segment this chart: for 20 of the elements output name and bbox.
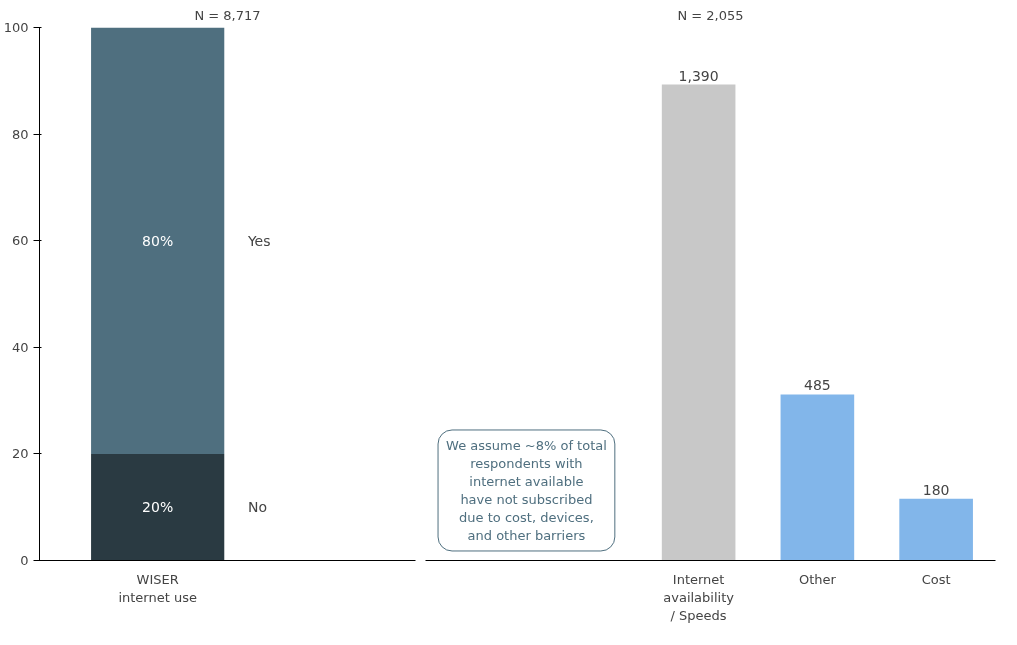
- y-tick-label: 40: [11, 339, 29, 355]
- x-tick-label: WISER internet use: [118, 571, 197, 605]
- series-label: Yes: [246, 232, 271, 249]
- text: We assume ~8% of total respondents with internet available have not subscribed due to cost, devices, and other barriers: [446, 437, 607, 543]
- y-tick-label: 0: [20, 553, 29, 568]
- chart-title: N = 8,717: [194, 7, 261, 23]
- y-tick-label: 80: [11, 126, 29, 142]
- data-label: 20%: [142, 499, 174, 516]
- chart-title: N = 2,055: [677, 7, 744, 23]
- x-tick-label: Other: [798, 571, 837, 587]
- y-tick-label: 20: [11, 446, 29, 462]
- data-label: 1,390: [678, 67, 719, 84]
- series-label: No: [247, 499, 267, 516]
- data-label: 180: [922, 481, 950, 498]
- y-tick-label: 100: [3, 20, 29, 35]
- y-tick-label: 60: [11, 233, 29, 249]
- x-tick-label: Cost: [921, 571, 951, 587]
- x-tick-label: Internet availability / Speeds: [663, 571, 735, 623]
- data-label: 485: [804, 377, 831, 394]
- data-label: 80%: [142, 232, 174, 249]
